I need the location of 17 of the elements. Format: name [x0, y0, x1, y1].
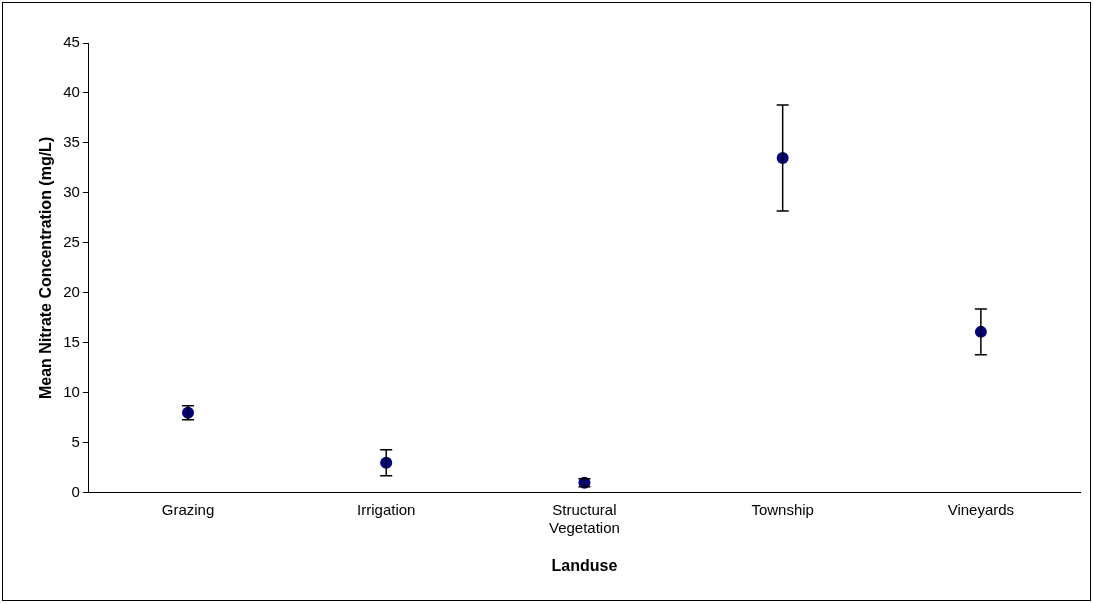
- y-tick-label: 15: [63, 333, 80, 351]
- y-tick-label: 45: [63, 33, 80, 51]
- x-tick-label: Irrigation: [357, 500, 416, 518]
- y-tick-label: 40: [63, 83, 80, 101]
- x-tick-label: Grazing: [161, 500, 215, 518]
- x-tick-label: Township: [751, 500, 814, 518]
- x-tick-label: Structural Vegetation: [548, 500, 620, 536]
- x-tick-label: Vineyards: [947, 500, 1015, 518]
- y-axis-title: Mean Nitrate Concentration (mg/L): [37, 136, 55, 400]
- y-tick-label: 35: [63, 133, 80, 151]
- y-tick-label: 0: [71, 482, 80, 500]
- y-tick-label: 10: [63, 382, 80, 400]
- x-axis-title: Landuse: [551, 556, 618, 574]
- y-tick-label: 5: [71, 432, 80, 450]
- y-tick-label: 30: [63, 183, 80, 201]
- y-tick-label: 25: [63, 233, 80, 251]
- y-tick-label: 20: [63, 283, 80, 301]
